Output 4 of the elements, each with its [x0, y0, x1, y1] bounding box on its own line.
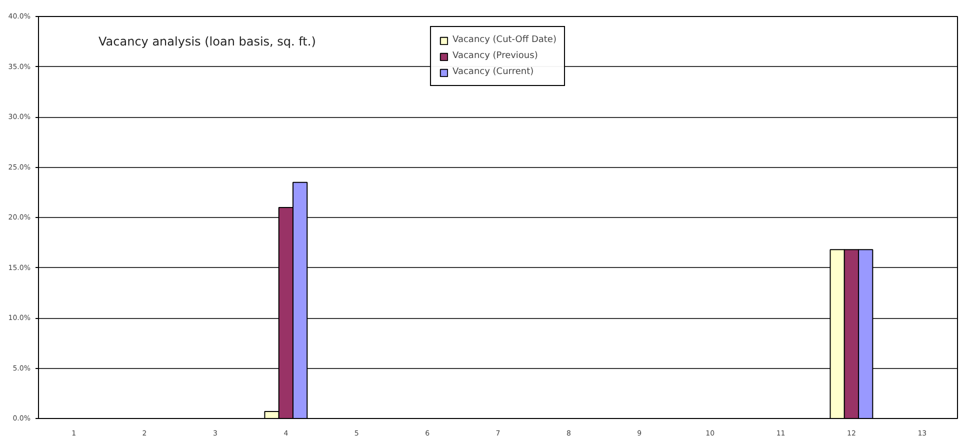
- legend-label: Vacancy (Current): [452, 67, 534, 77]
- legend-label: Vacancy (Cut-Off Date): [452, 35, 556, 45]
- legend-label: Vacancy (Previous): [452, 51, 538, 61]
- text: Vacancy analysis (loan basis, sq. ft.): [98, 34, 316, 48]
